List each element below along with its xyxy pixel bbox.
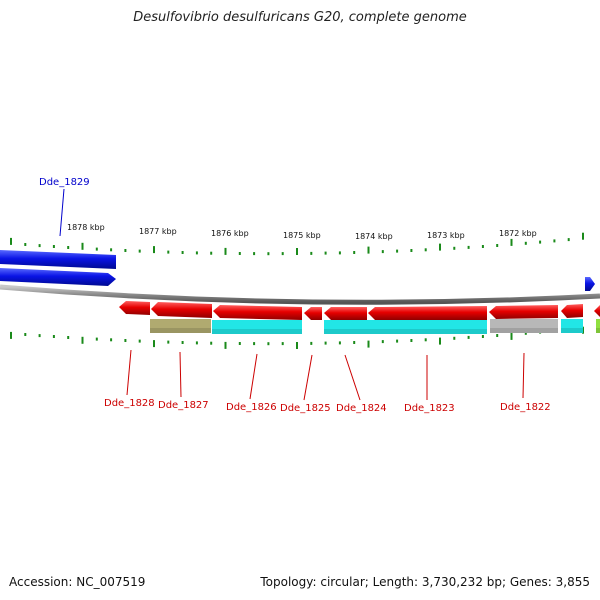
scale-label: 1878 kbp [67,223,105,232]
gene-forward-c[interactable] [585,277,595,291]
gene-label-dde-1825[interactable]: Dde_1825 [280,403,331,414]
gene-dde-1829[interactable] [0,250,116,269]
gene-label-dde-1827[interactable]: Dde_1827 [158,400,209,411]
annotation-bar-shade [150,328,211,333]
annotation-bar-shade [324,329,487,334]
scale-label: 1874 kbp [355,232,393,241]
gene-dde-1828[interactable] [119,301,150,315]
forward-genes [0,250,595,291]
gene-label-dde-1829[interactable]: Dde_1829 [39,177,90,188]
leader-line [522,352,525,399]
scale-label: 1877 kbp [139,227,177,236]
scale-label: 1876 kbp [211,229,249,238]
gene-forward-b[interactable] [0,268,116,286]
annotation-bar-shade [490,328,558,333]
gene-dde-1826[interactable] [213,305,302,320]
gene-label-dde-1824[interactable]: Dde_1824 [336,403,387,414]
leader-line [344,354,361,401]
annotation-bars [150,319,600,334]
forward-ticks [10,232,584,256]
gene-dde-1824[interactable] [324,307,367,320]
gene-label-dde-1826[interactable]: Dde_1826 [226,402,277,413]
gene-reverse-h[interactable] [561,304,583,318]
leader-line [59,188,65,237]
annotation-bar [561,319,583,333]
gene-dde-1822[interactable] [489,305,558,319]
scale-label: 1873 kbp [427,231,465,240]
accession-text: Accession: NC_007519 [9,575,146,589]
annotation-bar-shade [596,328,600,333]
annotation-bar [212,320,302,334]
gene-label-lines [59,188,525,401]
annotation-bar-shade [561,328,583,333]
scale-label: 1872 kbp [499,229,537,238]
annotation-bar [596,319,600,333]
genome-summary-text: Topology: circular; Length: 3,730,232 bp… [260,575,590,589]
leader-line [249,353,258,400]
leader-line [179,351,182,398]
annotation-bar [150,319,211,333]
gene-label-dde-1823[interactable]: Dde_1823 [404,403,455,414]
gene-label-dde-1822[interactable]: Dde_1822 [500,402,551,413]
leader-line [126,349,132,396]
gene-dde-1823[interactable] [368,306,487,320]
gene-label-dde-1828[interactable]: Dde_1828 [104,398,155,409]
gene-reverse-i[interactable] [594,305,600,317]
gene-dde-1827[interactable] [151,302,212,318]
leader-line [303,354,313,401]
genome-title: Desulfovibrio desulfuricans G20, complet… [133,10,467,25]
reverse-genes [119,301,600,320]
annotation-bar-shade [212,329,302,334]
gene-labels: Dde_1829 Dde_1828 Dde_1827 Dde_1826 Dde_… [39,177,551,414]
scale-label: 1875 kbp [283,231,321,240]
gene-dde-1825[interactable] [304,307,322,320]
annotation-bar [490,319,558,333]
annotation-bar [324,320,487,334]
genome-backbone [0,284,600,305]
scale-labels: 1878 kbp 1877 kbp 1876 kbp 1875 kbp 1874… [67,223,537,241]
